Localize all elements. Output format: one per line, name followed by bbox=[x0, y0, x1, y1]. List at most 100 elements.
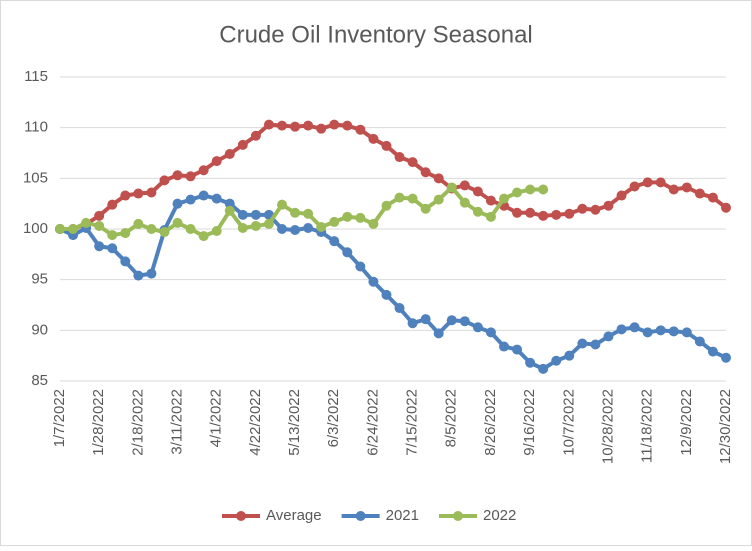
marker bbox=[185, 224, 196, 234]
marker bbox=[472, 206, 483, 217]
marker bbox=[342, 211, 353, 222]
x-tick-label: 12/30/2022 bbox=[717, 389, 734, 464]
marker bbox=[146, 268, 157, 279]
y-tick-label: 105 bbox=[23, 169, 48, 186]
marker bbox=[551, 209, 562, 220]
marker bbox=[446, 182, 457, 193]
marker bbox=[525, 357, 536, 368]
x-tick-label: 4/1/2022 bbox=[208, 389, 225, 447]
marker bbox=[577, 338, 588, 349]
marker bbox=[237, 209, 248, 220]
marker bbox=[277, 120, 287, 131]
x-tick-label: 7/15/2022 bbox=[404, 389, 421, 456]
marker bbox=[603, 331, 614, 342]
marker bbox=[472, 186, 483, 197]
marker bbox=[707, 192, 718, 203]
marker bbox=[381, 140, 392, 151]
marker bbox=[512, 187, 523, 198]
marker bbox=[329, 119, 340, 130]
x-tick-label: 1/28/2022 bbox=[90, 389, 107, 456]
marker bbox=[94, 220, 105, 231]
marker bbox=[342, 247, 353, 258]
marker bbox=[277, 224, 287, 234]
marker bbox=[407, 157, 418, 168]
marker bbox=[107, 230, 118, 241]
marker bbox=[263, 218, 274, 229]
marker bbox=[133, 218, 144, 229]
marker bbox=[420, 314, 431, 325]
marker bbox=[81, 217, 92, 228]
legend-marker bbox=[236, 511, 246, 521]
marker bbox=[459, 316, 470, 327]
marker bbox=[485, 195, 496, 206]
marker bbox=[655, 177, 666, 188]
x-tick-label: 8/26/2022 bbox=[482, 389, 499, 456]
marker bbox=[446, 315, 457, 326]
marker bbox=[237, 222, 248, 233]
marker bbox=[721, 352, 731, 363]
chart-title: Crude Oil Inventory Seasonal bbox=[219, 21, 533, 48]
marker bbox=[172, 198, 183, 209]
marker bbox=[290, 121, 301, 132]
marker bbox=[525, 207, 536, 218]
marker bbox=[329, 236, 340, 247]
x-tick-label: 1/7/2022 bbox=[51, 389, 68, 447]
marker bbox=[538, 184, 549, 195]
marker bbox=[185, 171, 196, 182]
y-tick-label: 100 bbox=[23, 220, 48, 237]
x-tick-label: 8/5/2022 bbox=[443, 389, 460, 447]
marker bbox=[159, 175, 170, 186]
marker bbox=[499, 193, 509, 204]
marker bbox=[290, 207, 301, 218]
marker bbox=[224, 149, 235, 160]
marker bbox=[107, 243, 118, 254]
marker bbox=[564, 350, 575, 361]
marker bbox=[381, 289, 392, 300]
marker bbox=[394, 152, 405, 163]
marker bbox=[551, 355, 562, 366]
marker bbox=[224, 198, 235, 209]
marker bbox=[655, 325, 666, 336]
marker bbox=[564, 208, 575, 219]
marker bbox=[237, 139, 248, 150]
marker bbox=[198, 231, 209, 242]
marker bbox=[172, 217, 183, 228]
marker bbox=[420, 167, 431, 178]
marker bbox=[642, 177, 653, 188]
marker bbox=[668, 326, 679, 337]
marker bbox=[499, 341, 509, 352]
marker bbox=[681, 327, 692, 338]
x-tick-label: 3/11/2022 bbox=[168, 389, 185, 455]
marker bbox=[224, 205, 235, 216]
marker bbox=[721, 202, 731, 213]
marker bbox=[394, 192, 405, 203]
marker bbox=[159, 227, 170, 238]
marker bbox=[381, 200, 392, 211]
marker bbox=[316, 221, 327, 232]
x-tick-label: 9/16/2022 bbox=[521, 389, 538, 456]
marker bbox=[616, 190, 627, 201]
marker bbox=[538, 363, 549, 374]
marker bbox=[420, 203, 431, 214]
marker bbox=[577, 203, 588, 214]
x-tick-label: 6/24/2022 bbox=[364, 389, 381, 456]
marker bbox=[250, 220, 261, 231]
marker bbox=[303, 222, 314, 233]
y-tick-label: 95 bbox=[31, 271, 48, 288]
marker bbox=[133, 188, 144, 199]
x-tick-label: 4/22/2022 bbox=[247, 389, 264, 456]
marker bbox=[512, 207, 523, 218]
marker bbox=[433, 173, 444, 184]
x-tick-label: 11/18/2022 bbox=[639, 389, 656, 463]
marker bbox=[146, 187, 157, 198]
marker bbox=[68, 224, 79, 234]
marker bbox=[394, 303, 405, 314]
legend-marker bbox=[355, 511, 366, 521]
marker bbox=[133, 270, 144, 281]
marker bbox=[316, 123, 327, 134]
marker bbox=[277, 199, 287, 210]
series-line bbox=[60, 122, 728, 231]
marker bbox=[355, 212, 366, 223]
marker bbox=[211, 193, 222, 204]
marker bbox=[250, 130, 261, 141]
